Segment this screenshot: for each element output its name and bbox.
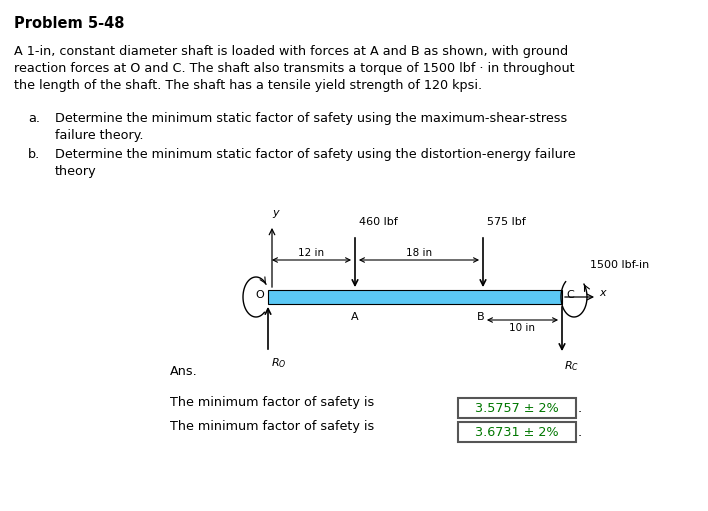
Bar [458, 422, 576, 442]
Bar [268, 290, 562, 304]
Text: The minimum factor of safety is: The minimum factor of safety is [170, 420, 375, 433]
Text: Determine the minimum static factor of safety using the maximum-shear-stress: Determine the minimum static factor of s… [55, 112, 567, 125]
Text: the length of the shaft. The shaft has a tensile yield strength of 120 kpsi.: the length of the shaft. The shaft has a… [14, 79, 482, 92]
Text: 18 in: 18 in [406, 248, 432, 258]
Text: $R_O$: $R_O$ [271, 356, 287, 370]
Text: .: . [578, 402, 582, 414]
Text: 3.6731 ± 2%: 3.6731 ± 2% [475, 426, 559, 438]
Text: O: O [256, 290, 264, 300]
Text: 1500 lbf-in: 1500 lbf-in [590, 260, 649, 270]
Text: $R_C$: $R_C$ [564, 359, 579, 373]
Text: y: y [272, 208, 279, 218]
Bar [458, 398, 576, 418]
Text: .: . [578, 426, 582, 438]
Text: 575 lbf: 575 lbf [487, 217, 526, 227]
Text: 12 in: 12 in [298, 248, 324, 258]
Text: A 1-in, constant diameter shaft is loaded with forces at A and B as shown, with : A 1-in, constant diameter shaft is loade… [14, 45, 568, 58]
Text: 3.5757 ± 2%: 3.5757 ± 2% [475, 402, 559, 414]
Text: 10 in: 10 in [509, 323, 535, 333]
Text: failure theory.: failure theory. [55, 129, 144, 142]
Text: Determine the minimum static factor of safety using the distortion-energy failur: Determine the minimum static factor of s… [55, 148, 576, 161]
Text: C: C [566, 290, 573, 300]
Text: Problem 5-48: Problem 5-48 [14, 16, 125, 31]
Text: theory: theory [55, 165, 96, 178]
Text: A: A [351, 312, 359, 322]
Text: B: B [477, 312, 485, 322]
Text: Ans.: Ans. [170, 365, 198, 378]
Text: a.: a. [28, 112, 40, 125]
Text: reaction forces at O and C. The shaft also transmits a torque of 1500 lbf · in t: reaction forces at O and C. The shaft al… [14, 62, 575, 75]
Text: x: x [599, 288, 605, 298]
Text: The minimum factor of safety is: The minimum factor of safety is [170, 396, 375, 409]
Text: 460 lbf: 460 lbf [359, 217, 398, 227]
Text: b.: b. [28, 148, 40, 161]
